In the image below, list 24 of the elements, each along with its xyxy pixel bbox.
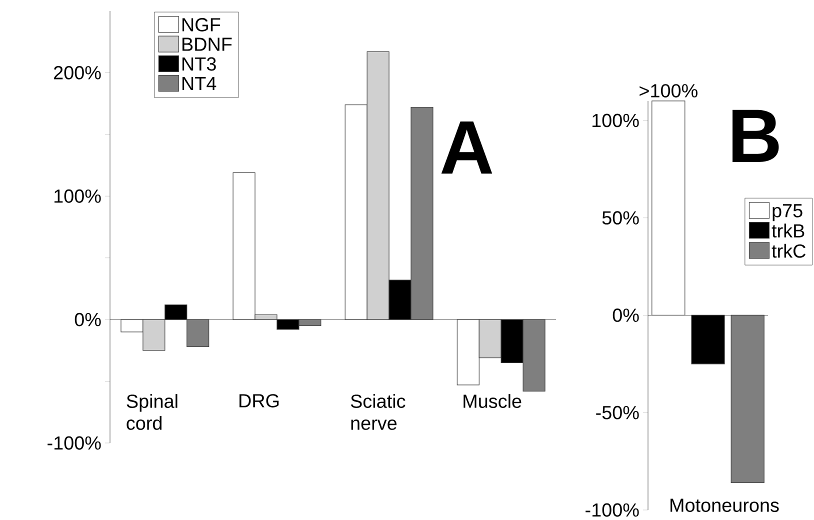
y-tick-label: 0% bbox=[612, 308, 639, 322]
text: A bbox=[441, 122, 492, 174]
y-tick-label: -50% bbox=[596, 406, 639, 420]
y-tick-label: 100% bbox=[592, 114, 639, 128]
legend-label: p75 bbox=[772, 204, 802, 222]
x-tick-label: DRG bbox=[240, 394, 279, 408]
x-tick-label: Muscle bbox=[464, 394, 522, 408]
legend-label: NT4 bbox=[182, 77, 216, 90]
y-tick-label: 50% bbox=[602, 211, 639, 225]
x-tick-label: Sciatic nerve bbox=[350, 394, 406, 430]
x-tick-label: Spinal cord bbox=[126, 394, 178, 430]
text: >100% bbox=[640, 84, 698, 98]
y-tick-label: 100% bbox=[54, 189, 101, 203]
y-tick-label: 200% bbox=[54, 66, 101, 80]
legend-label: NGF bbox=[182, 18, 220, 32]
legend-label: BDNF bbox=[182, 38, 232, 51]
legend-label: trkB bbox=[772, 224, 804, 238]
x-tick-label: Motoneurons bbox=[670, 498, 779, 512]
legend-label: trkC bbox=[772, 244, 806, 258]
y-tick-label: 0% bbox=[74, 312, 101, 326]
y-tick-label: -100% bbox=[48, 436, 101, 450]
legend-label: NT3 bbox=[182, 57, 216, 71]
chart-title: B bbox=[732, 110, 779, 162]
y-tick-label: -100% bbox=[586, 503, 639, 517]
